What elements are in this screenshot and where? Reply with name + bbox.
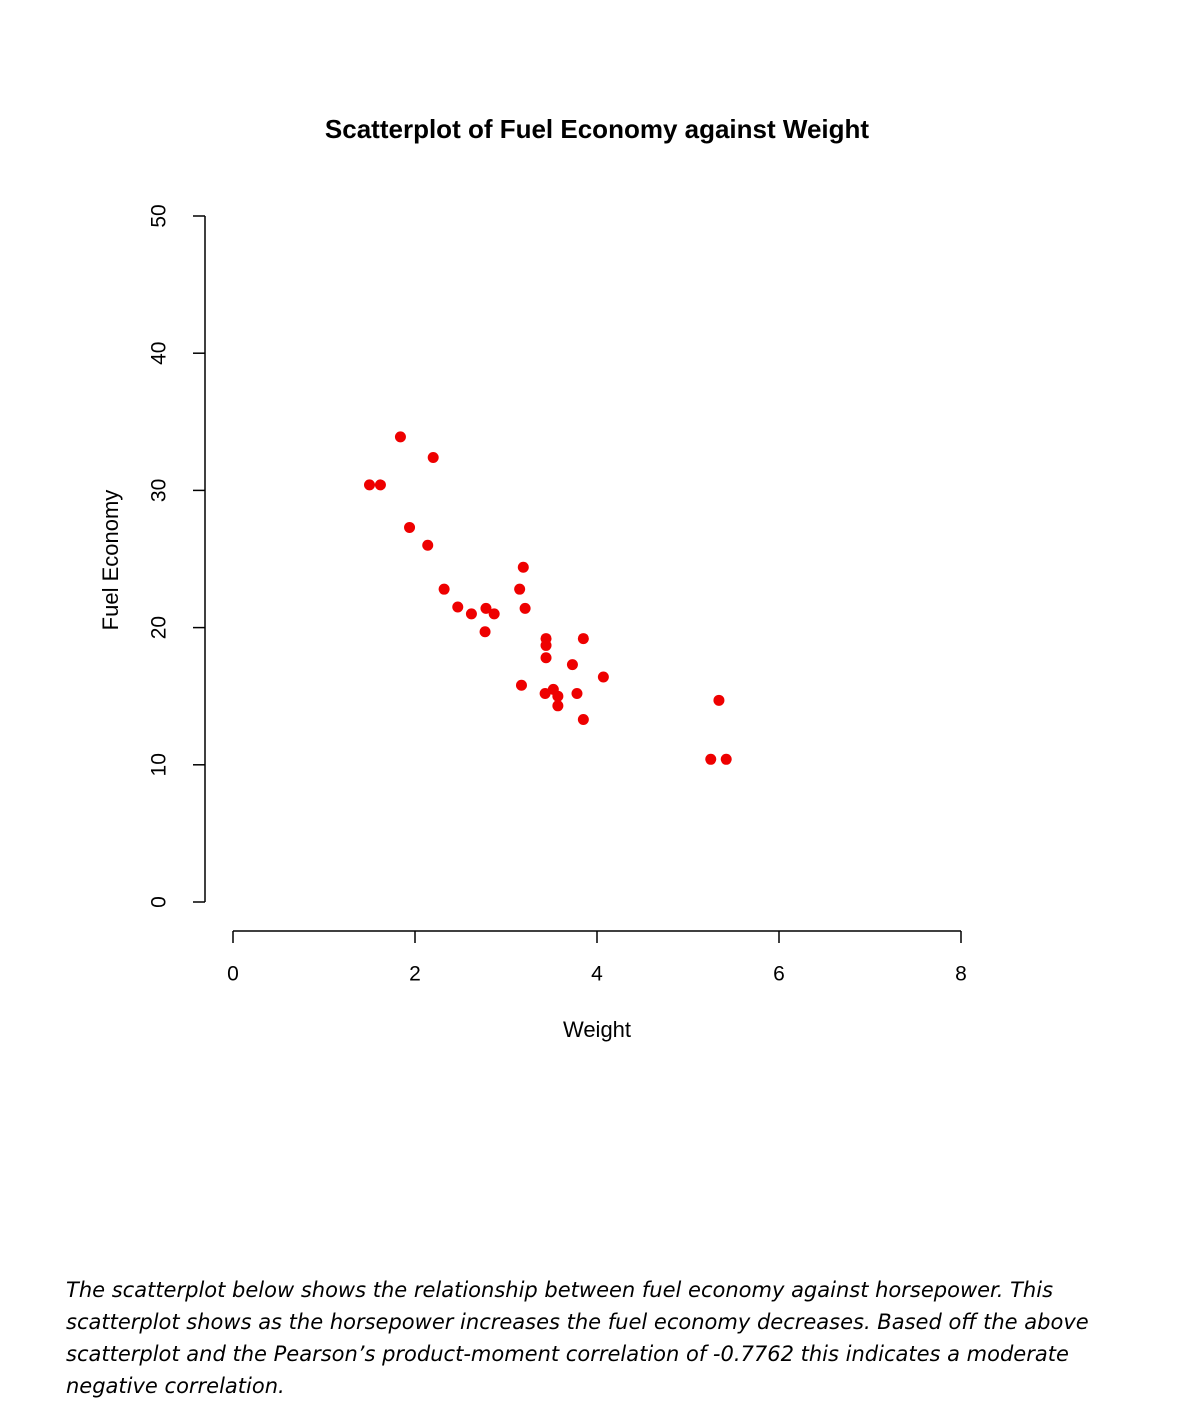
point xyxy=(597,671,609,683)
point xyxy=(404,521,416,533)
point xyxy=(577,714,589,726)
point xyxy=(517,561,529,573)
x-axis-label: Weight xyxy=(563,1017,631,1042)
point xyxy=(571,687,583,699)
point xyxy=(480,602,492,614)
paragraph: The scatterplot below shows the relation… xyxy=(66,1278,1089,1398)
y-tick-label: 0 xyxy=(148,896,171,908)
point xyxy=(539,687,551,699)
y-tick-label: 30 xyxy=(148,479,171,502)
point xyxy=(452,601,464,613)
point xyxy=(515,679,527,691)
point xyxy=(540,652,552,664)
x-tick-label: 6 xyxy=(773,963,785,986)
point xyxy=(427,451,439,463)
x-tick-label: 0 xyxy=(227,963,239,986)
point xyxy=(577,633,589,645)
point xyxy=(514,583,526,595)
point xyxy=(720,753,732,765)
point xyxy=(422,539,434,551)
chart: Scatterplot of Fuel Economy against Weig… xyxy=(98,114,967,1042)
point xyxy=(713,694,725,706)
y-tick-label: 40 xyxy=(148,342,171,365)
y-tick-label: 10 xyxy=(148,753,171,776)
chart-title: Scatterplot of Fuel Economy against Weig… xyxy=(325,114,869,144)
point xyxy=(552,700,564,712)
point xyxy=(479,626,491,638)
x-tick-label: 4 xyxy=(591,963,603,986)
y-tick-label: 50 xyxy=(148,204,171,227)
point xyxy=(566,659,578,671)
point xyxy=(519,602,531,614)
x-tick-label: 8 xyxy=(955,963,967,986)
point xyxy=(374,479,386,491)
point xyxy=(552,690,564,702)
point xyxy=(540,639,552,651)
point xyxy=(394,431,406,443)
point xyxy=(488,608,500,620)
x-tick-label: 2 xyxy=(409,963,421,986)
y-tick-label: 20 xyxy=(148,616,171,639)
point xyxy=(705,753,717,765)
point xyxy=(438,583,450,595)
y-axis-label: Fuel Economy xyxy=(98,490,123,631)
point xyxy=(465,608,477,620)
point xyxy=(364,479,375,491)
